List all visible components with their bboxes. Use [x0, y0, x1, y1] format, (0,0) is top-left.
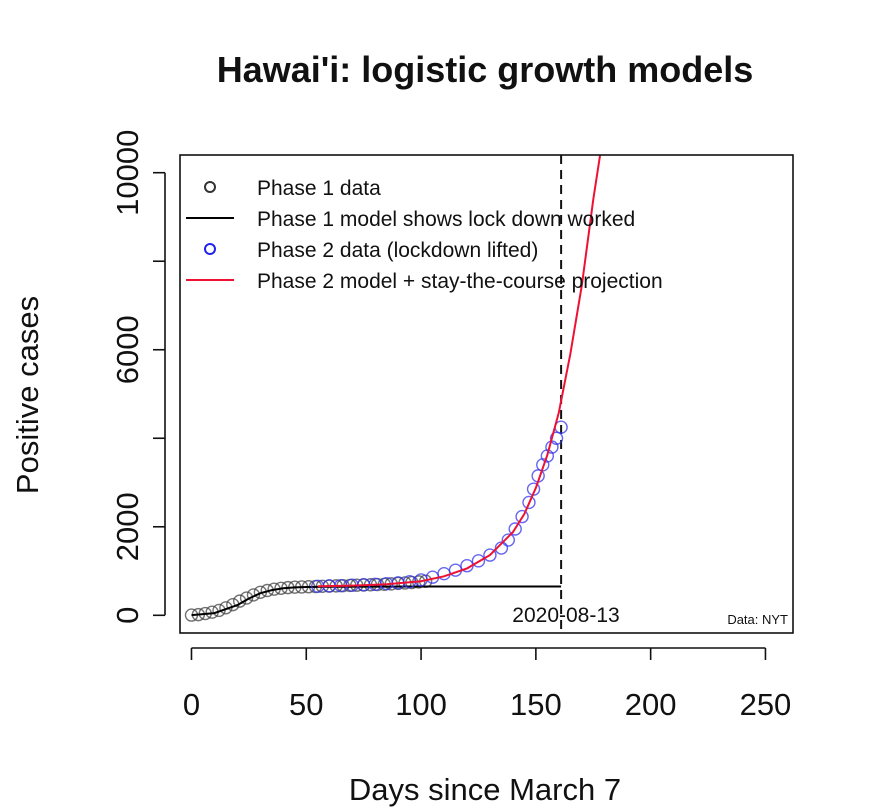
data-point	[494, 541, 509, 555]
legend-symbol	[204, 243, 216, 255]
data-point	[501, 533, 516, 547]
legend-label: Phase 1 data	[257, 177, 381, 200]
data-point	[483, 548, 497, 562]
data-point	[239, 591, 254, 605]
y-tick-label: 6000	[110, 315, 145, 384]
x-axis-title: Days since March 7	[349, 772, 621, 807]
legend-label: Phase 2 model + stay-the-course projecti…	[257, 270, 663, 293]
plot-marks	[184, 155, 602, 633]
x-tick-label: 250	[740, 687, 792, 722]
chart-title: Hawai'i: logistic growth models	[217, 49, 754, 90]
data-point	[471, 554, 486, 568]
x-tick-label: 0	[183, 687, 200, 722]
data-point	[522, 495, 536, 510]
axes: 0 50 100 150 200 250 0 2000 6000 10000	[110, 130, 791, 722]
y-tick-label: 10000	[110, 130, 145, 216]
x-tick-label: 50	[289, 687, 323, 722]
y-axis-title: Positive cases	[10, 296, 45, 494]
series-line-1	[191, 585, 562, 617]
data-point	[515, 509, 529, 524]
x-tick-label: 200	[625, 687, 677, 722]
legend: Phase 1 data Phase 1 model shows lock dow…	[186, 177, 663, 293]
x-tick-label: 100	[395, 687, 447, 722]
y-tick-label: 0	[110, 607, 145, 624]
legend-label: Phase 2 data (lockdown lifted)	[257, 239, 538, 262]
data-point	[508, 522, 522, 536]
source-note: Data: NYT	[727, 612, 788, 627]
series-line-3	[317, 155, 602, 588]
data-point	[246, 588, 261, 602]
legend-symbol	[204, 181, 216, 193]
data-point	[549, 431, 564, 445]
x-tick-label: 150	[510, 687, 562, 722]
plot-frame	[179, 154, 794, 634]
y-tick-label: 2000	[110, 492, 145, 561]
legend-label: Phase 1 model shows lock down worked	[257, 208, 635, 231]
vline-label: 2020-08-13	[512, 604, 619, 627]
